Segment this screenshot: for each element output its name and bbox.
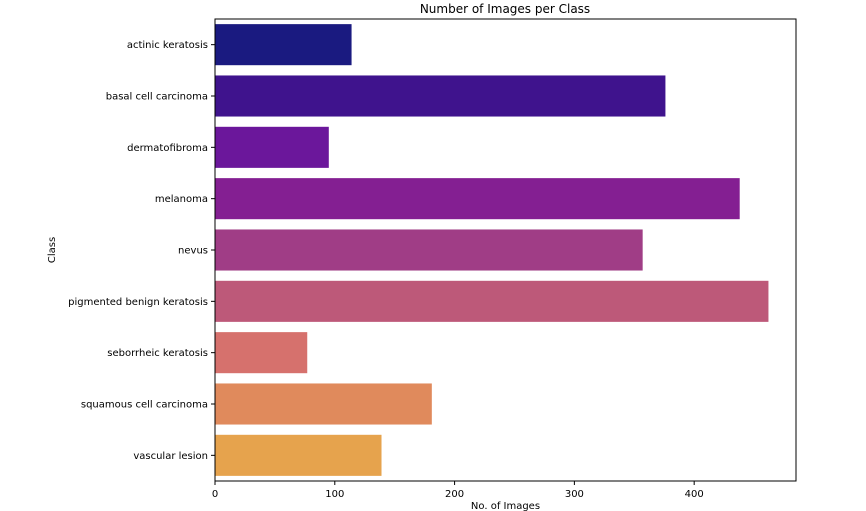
y-axis-title: Class bbox=[47, 237, 58, 263]
bar-melanoma bbox=[215, 178, 740, 220]
y-tick-label: vascular lesion bbox=[133, 451, 208, 462]
y-tick-label: seborrheic keratosis bbox=[107, 348, 208, 359]
x-tick-label: 100 bbox=[325, 489, 344, 500]
y-tick-label: dermatofibroma bbox=[127, 143, 208, 154]
bar-nevus bbox=[215, 229, 643, 271]
x-tick-label: 200 bbox=[445, 489, 464, 500]
y-tick-label: actinic keratosis bbox=[127, 40, 208, 51]
y-tick-label: melanoma bbox=[155, 194, 208, 205]
category-labels: actinic keratosis basal cell carcinoma der… bbox=[68, 40, 215, 462]
chart-title: Number of Images per Class bbox=[420, 2, 590, 16]
bar-pigmented-benign-keratosis bbox=[215, 280, 769, 322]
y-tick-label: squamous cell carcinoma bbox=[81, 400, 208, 411]
x-tick-label: 400 bbox=[685, 489, 704, 500]
x-axis-title: No. of Images bbox=[471, 501, 540, 511]
bar-actinic-keratosis bbox=[215, 24, 352, 66]
bar-vascular-lesion bbox=[215, 434, 382, 476]
bar-dermatofibroma bbox=[215, 126, 329, 168]
y-tick-label: basal cell carcinoma bbox=[106, 92, 208, 103]
x-tick-label: 300 bbox=[565, 489, 584, 500]
y-tick-label: pigmented benign keratosis bbox=[68, 297, 208, 308]
x-axis-ticks: 0 100 200 300 400 bbox=[212, 481, 704, 500]
x-tick-label: 0 bbox=[212, 489, 218, 500]
bars-group bbox=[215, 24, 769, 476]
bar-basal-cell-carcinoma bbox=[215, 75, 666, 117]
bar-squamous-cell-carcinoma bbox=[215, 383, 432, 425]
y-tick-label: nevus bbox=[178, 246, 208, 257]
plot-frame bbox=[214, 18, 797, 482]
bar-seborrheic-keratosis bbox=[215, 332, 308, 374]
